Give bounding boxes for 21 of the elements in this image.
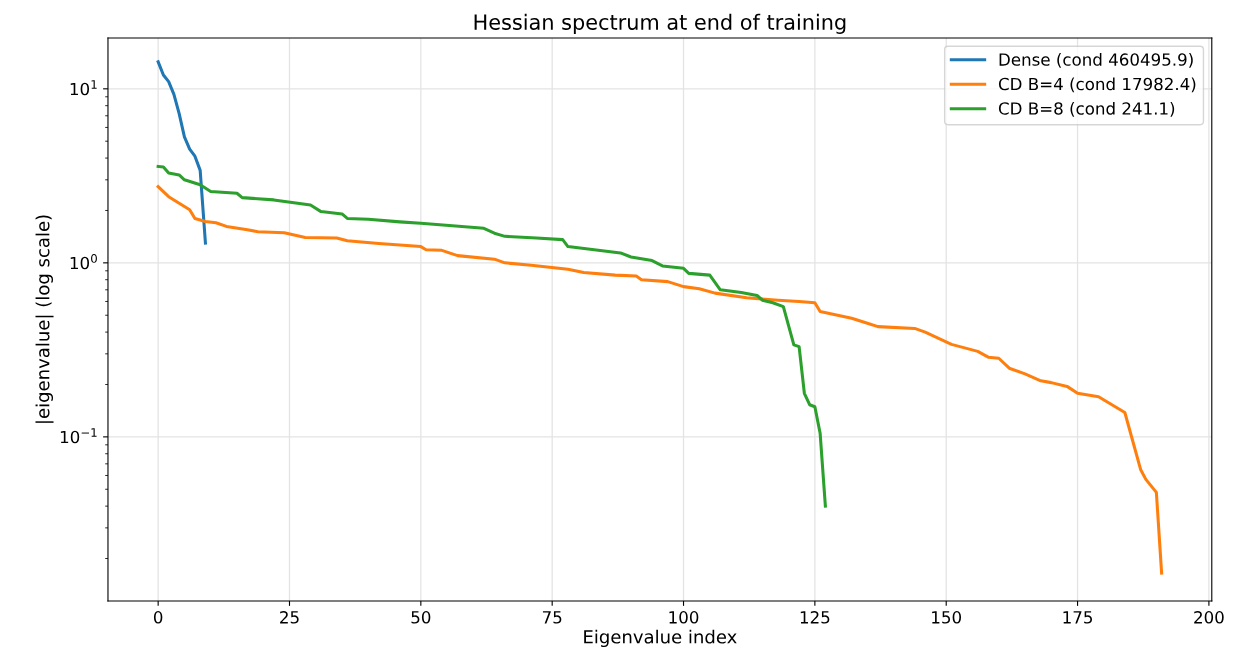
x-tick-label: 50 (411, 611, 431, 624)
y-tick-label: 10$^{−1}$ (60, 428, 97, 444)
x-axis-title: Eigenvalue index (584, 629, 737, 648)
x-tick-label: 125 (800, 611, 830, 624)
legend-label: CD B=4 (cond 17982.4) (998, 77, 1196, 93)
x-tick-label: 75 (542, 611, 562, 624)
x-tick-label: 25 (280, 611, 299, 624)
x-tick-label: 100 (669, 611, 699, 624)
legend-label: Dense (cond 460495.9) (999, 52, 1193, 68)
x-tick-label: 150 (932, 611, 962, 624)
legend-label: CD B=8 (cond 241.1) (998, 101, 1175, 117)
chart-title: Hessian spectrum at end of training (474, 13, 846, 34)
x-tick-label: 0 (153, 611, 163, 624)
y-axis-title: |eigenvalue| (log scale) (35, 215, 54, 423)
line-series (156, 185, 1164, 575)
line-series (156, 164, 827, 508)
y-tick-label: 10$^{1}$ (70, 80, 97, 96)
x-tick-label: 175 (1063, 611, 1092, 624)
x-tick-label: 200 (1194, 611, 1224, 624)
y-tick-label: 10$^{0}$ (70, 254, 97, 270)
line-series (156, 60, 207, 245)
